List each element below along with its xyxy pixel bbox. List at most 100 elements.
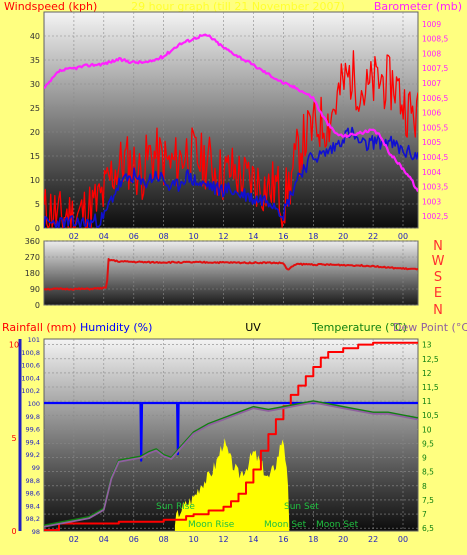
moon-rise-label: Moon Rise bbox=[188, 520, 235, 530]
wind-y-tick-label: 0 bbox=[35, 224, 40, 233]
temp-x-tick-label: 08 bbox=[159, 535, 169, 544]
wind-x-tick-label: 04 bbox=[99, 232, 109, 241]
rain-y-tick-label: 5 bbox=[11, 434, 16, 443]
direction-label-w: W bbox=[432, 254, 445, 269]
temp-x-tick-label: 02 bbox=[69, 535, 79, 544]
barometer-y-tick-label: 1003 bbox=[422, 197, 441, 206]
direction-panel bbox=[43, 240, 419, 306]
wind-y-tick-label: 5 bbox=[35, 200, 40, 209]
temp-x-tick-label: 06 bbox=[129, 535, 139, 544]
temp-x-tick-label: 16 bbox=[278, 535, 288, 544]
windspeed-axis-label: Windspeed (kph) bbox=[4, 0, 97, 13]
temperature-y-tick-label: 10 bbox=[422, 425, 432, 434]
dew-point-line bbox=[44, 401, 418, 528]
temperature-y-tick-label: 10,5 bbox=[422, 411, 439, 420]
wind-x-tick-label: 20 bbox=[338, 232, 348, 241]
wind-x-tick-label: 14 bbox=[248, 232, 258, 241]
barometer-y-tick-label: 1005,5 bbox=[422, 123, 448, 132]
temperature-y-tick-label: 12,5 bbox=[422, 355, 439, 364]
barometer-y-tick-label: 1002,5 bbox=[422, 212, 448, 221]
direction-label-s: S bbox=[434, 270, 442, 285]
humidity-y-tick-label: 99,6 bbox=[26, 426, 40, 434]
wind-x-tick-label: 00 bbox=[398, 232, 408, 241]
uv-axis-label: UV bbox=[245, 321, 261, 334]
dewpoint-axis-label: Dew Point (°C) bbox=[393, 321, 467, 334]
wind-y-tick-label: 25 bbox=[30, 104, 40, 113]
wind-y-tick-label: 35 bbox=[30, 56, 40, 65]
wind-y-tick-label: 10 bbox=[30, 176, 40, 185]
wind-x-tick-label: 22 bbox=[368, 232, 378, 241]
barometer-y-tick-label: 1006,5 bbox=[422, 94, 448, 103]
humidity-y-tick-label: 98,4 bbox=[26, 502, 40, 510]
humidity-y-tick-label: 99,4 bbox=[26, 438, 40, 446]
humidity-axis-label: Humidity (%) bbox=[80, 321, 152, 334]
direction-label-e: E bbox=[434, 286, 442, 301]
barometer-y-tick-label: 1009 bbox=[422, 20, 441, 29]
direction-y-tick-label: 360 bbox=[25, 237, 40, 246]
direction-y-tick-label: 180 bbox=[25, 269, 40, 278]
temperature-y-tick-label: 12 bbox=[422, 369, 432, 378]
wind-x-tick-label: 02 bbox=[69, 232, 79, 241]
temp-x-tick-label: 10 bbox=[189, 535, 199, 544]
chart-title: 29 hour graph (till 21 November 2007) bbox=[131, 0, 345, 13]
humidity-line bbox=[44, 401, 418, 462]
rainfall-line bbox=[44, 341, 418, 531]
direction-y-tick-label: 0 bbox=[35, 301, 40, 310]
wind-x-tick-label: 12 bbox=[218, 232, 228, 241]
humidity-y-tick-label: 100,2 bbox=[21, 387, 40, 395]
wind-panel bbox=[43, 11, 419, 229]
wind-x-tick-label: 18 bbox=[308, 232, 318, 241]
uv-line bbox=[174, 438, 290, 531]
wind-x-tick-label: 06 bbox=[129, 232, 139, 241]
direction-label-n-top: N bbox=[433, 239, 443, 254]
humidity-y-tick-label: 99,2 bbox=[26, 451, 40, 459]
temp-x-tick-label: 00 bbox=[398, 535, 408, 544]
rainfall-axis-label: Rainfall (mm) bbox=[2, 321, 76, 334]
moon-set-label-2: Moon Set bbox=[316, 520, 359, 530]
temperature-y-tick-label: 7 bbox=[422, 510, 427, 519]
humidity-y-tick-label: 100,8 bbox=[21, 349, 40, 357]
temp-x-tick-label: 22 bbox=[368, 535, 378, 544]
wind-x-tick-label: 16 bbox=[278, 232, 288, 241]
barometer-y-tick-label: 1008 bbox=[422, 49, 441, 58]
humidity-y-tick-label: 98 bbox=[32, 528, 40, 536]
temperature-y-tick-label: 9,5 bbox=[422, 440, 434, 449]
temperature-y-tick-label: 7,5 bbox=[422, 496, 434, 505]
sun-rise-label: Sun Rise bbox=[156, 502, 195, 512]
barometer-y-tick-label: 1004 bbox=[422, 168, 441, 177]
wind-y-tick-label: 20 bbox=[30, 128, 40, 137]
rain-y-tick-label: 0 bbox=[11, 527, 16, 536]
temp-x-tick-label: 14 bbox=[248, 535, 258, 544]
barometer-axis-label: Barometer (mb) bbox=[374, 0, 462, 13]
humidity-y-tick-label: 99,8 bbox=[26, 413, 40, 421]
wind-y-tick-label: 40 bbox=[30, 32, 40, 41]
temperature-y-tick-label: 11,5 bbox=[422, 383, 439, 392]
humidity-y-tick-label: 100 bbox=[28, 400, 40, 408]
temperature-y-tick-label: 8 bbox=[422, 482, 427, 491]
temp-x-tick-label: 18 bbox=[308, 535, 318, 544]
wind-y-tick-label: 15 bbox=[30, 152, 40, 161]
temperature-y-tick-label: 9 bbox=[422, 454, 427, 463]
wind-x-tick-label: 10 bbox=[189, 232, 199, 241]
wind-y-tick-label: 30 bbox=[30, 80, 40, 89]
temperature-y-tick-label: 11 bbox=[422, 397, 432, 406]
direction-y-tick-label: 90 bbox=[30, 285, 40, 294]
humidity-y-tick-label: 100,6 bbox=[21, 362, 40, 370]
barometer-y-tick-label: 1005 bbox=[422, 138, 441, 147]
barometer-line bbox=[44, 33, 418, 192]
windspeed-line bbox=[44, 50, 418, 228]
temperature-y-tick-label: 13 bbox=[422, 341, 432, 350]
barometer-y-tick-label: 1004,5 bbox=[422, 153, 448, 162]
rain-y-tick-label: 10 bbox=[9, 341, 19, 350]
barometer-y-tick-label: 1007,5 bbox=[422, 64, 448, 73]
temperature-y-tick-label: 8,5 bbox=[422, 468, 434, 477]
humidity-y-tick-label: 98,6 bbox=[26, 490, 40, 498]
humidity-y-tick-label: 100,4 bbox=[21, 374, 40, 382]
average-wind-line bbox=[44, 126, 418, 228]
temperature-y-tick-label: 6,5 bbox=[422, 524, 434, 533]
moon-set-label-1: Moon Set bbox=[264, 520, 307, 530]
temp-x-tick-label: 20 bbox=[338, 535, 348, 544]
sun-set-label: Sun Set bbox=[284, 502, 319, 512]
barometer-y-tick-label: 1007 bbox=[422, 79, 441, 88]
